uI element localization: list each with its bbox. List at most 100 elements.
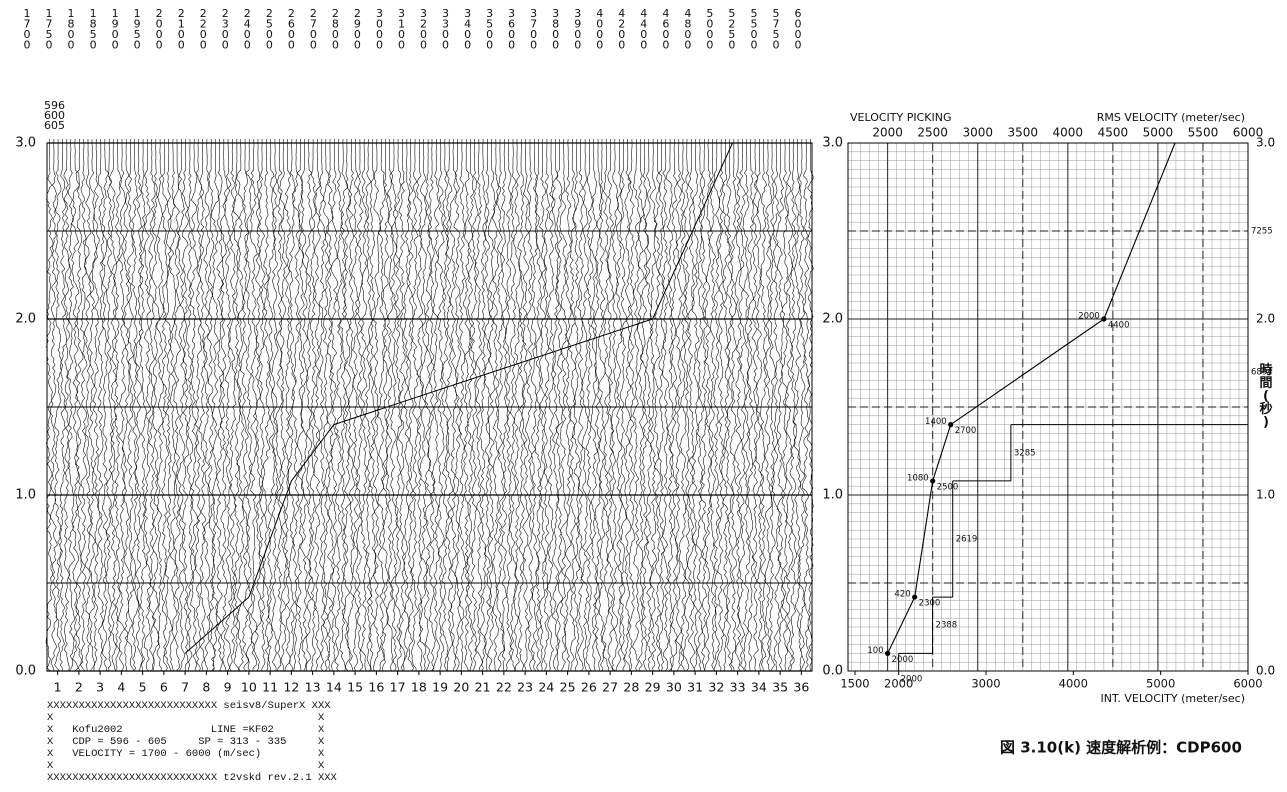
pick-time-label: 1400 xyxy=(925,417,947,427)
x-bottom-tick-label: 2000 xyxy=(884,677,913,691)
x-tick-label: 24 xyxy=(538,680,554,695)
x-tick-label: 1 xyxy=(54,680,62,695)
y-tick-label-right: 2.0 xyxy=(1256,312,1275,326)
x-tick-label: 17 xyxy=(390,680,406,695)
x-top-tick-label: 4500 xyxy=(1098,126,1129,140)
wiggle-panel xyxy=(151,138,178,672)
wiggle-panel xyxy=(66,138,92,672)
wiggle-panel xyxy=(661,138,687,672)
pick-time-label: 420 xyxy=(894,590,910,600)
x-tick-label: 33 xyxy=(730,680,746,695)
picked-curve-on-gather xyxy=(184,142,733,654)
y-tick-label: 2.0 xyxy=(822,312,843,327)
x-tick-label: 2 xyxy=(75,680,83,695)
wiggle-panel xyxy=(577,138,603,672)
x-tick-label: 32 xyxy=(708,680,724,695)
pick-velocity-label: 2500 xyxy=(937,482,959,492)
x-tick-label: 11 xyxy=(262,680,278,695)
x-tick-label: 19 xyxy=(432,680,448,695)
footer-line: X Kofu2002 LINE =KF02 X xyxy=(47,724,325,736)
wiggle-panel xyxy=(45,138,71,672)
interval-velocity-label: 2000 xyxy=(901,675,923,685)
pick-velocity-label: 4400 xyxy=(1108,321,1130,331)
wiggle-panel xyxy=(682,138,709,672)
wiggle-panel xyxy=(789,138,814,672)
wiggle-panel xyxy=(194,138,220,672)
y-tick-label-right: 0.0 xyxy=(1256,664,1275,678)
wiggle-panel xyxy=(406,138,433,672)
interval-velocity-label: 3285 xyxy=(1014,448,1036,458)
footer-line: X CDP = 596 - 605 SP = 313 - 335 X xyxy=(47,736,325,748)
wiggle-panel xyxy=(322,138,348,672)
interval-velocity-label: 7255 xyxy=(1251,227,1273,237)
chart-title: VELOCITY PICKING xyxy=(850,111,952,124)
x-bottom-tick-label: 3000 xyxy=(971,677,1000,691)
footer-line: X X xyxy=(47,712,325,724)
x-bottom-tick-label: 5000 xyxy=(1146,677,1175,691)
y-tick-label: 3.0 xyxy=(15,136,36,151)
x-tick-label: 30 xyxy=(666,680,682,695)
x-tick-label: 12 xyxy=(283,680,299,695)
x-top-tick-label: 3500 xyxy=(1008,126,1039,140)
wiggle-panel xyxy=(746,138,773,672)
wiggle-panel xyxy=(470,138,497,672)
wiggle-panel xyxy=(598,138,624,672)
wiggle-panel xyxy=(513,138,540,672)
y-tick-label: 2.0 xyxy=(15,312,36,327)
x-tick-label: 18 xyxy=(411,680,427,695)
panel-frame xyxy=(46,142,813,672)
interval-velocity-label: 2388 xyxy=(936,621,958,631)
cdp-label: 596 xyxy=(44,99,65,112)
wiggle-panel xyxy=(364,138,391,672)
pick-point xyxy=(948,422,954,428)
x-tick-label: 31 xyxy=(687,680,703,695)
x-tick-label: 15 xyxy=(347,680,363,695)
pick-time-label: 100 xyxy=(867,646,883,656)
wiggle-panel xyxy=(640,138,666,672)
interval-velocity-label: 2619 xyxy=(956,535,978,545)
wiggle-panel xyxy=(385,138,411,672)
wiggle-panel xyxy=(131,138,156,672)
cdp-label: 600 xyxy=(44,109,65,122)
wiggle-panel xyxy=(555,138,581,672)
x-tick-label: 7 xyxy=(181,680,189,695)
x-tick-label: 23 xyxy=(517,680,533,695)
pick-time-label: 2000 xyxy=(1078,312,1100,322)
y-tick-label-right: 1.0 xyxy=(1256,488,1275,502)
pick-velocity-label: 2700 xyxy=(955,426,977,436)
wiggle-panel xyxy=(427,138,454,672)
wiggle-panel xyxy=(704,138,730,672)
x-tick-label: 35 xyxy=(772,680,788,695)
wiggle-panel xyxy=(491,138,518,672)
x-tick-label: 36 xyxy=(793,680,809,695)
interval-velocity xyxy=(898,424,1248,671)
x-top-tick-label: 6000 xyxy=(1233,126,1264,140)
wiggle-traces xyxy=(45,138,814,672)
x-top-tick-label: 5000 xyxy=(1143,126,1174,140)
pick-time-label: 1080 xyxy=(907,473,929,483)
x-bottom-axis-label: INT. VELOCITY (meter/sec) xyxy=(1100,692,1245,705)
x-tick-label: 25 xyxy=(560,680,576,695)
x-tick-label: 6 xyxy=(160,680,168,695)
